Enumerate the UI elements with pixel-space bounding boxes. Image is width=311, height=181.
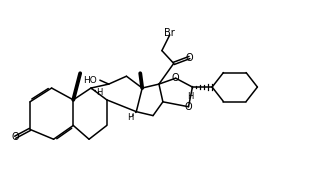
Text: O: O xyxy=(12,132,19,142)
Text: O: O xyxy=(185,102,192,112)
Text: H: H xyxy=(96,89,102,97)
Text: H: H xyxy=(127,113,134,122)
Text: O: O xyxy=(186,52,193,62)
Text: H: H xyxy=(187,92,194,101)
Text: Br: Br xyxy=(165,28,175,38)
Text: HO: HO xyxy=(83,76,97,85)
Text: O: O xyxy=(172,73,179,83)
